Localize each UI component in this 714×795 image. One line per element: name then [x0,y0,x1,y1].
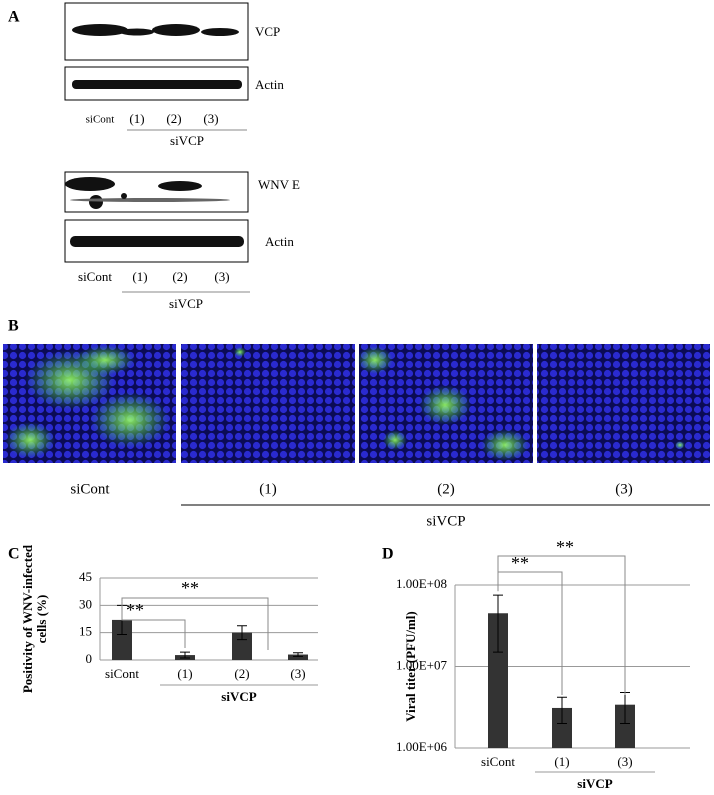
group-label: siVCP [221,689,256,704]
bracket [121,601,186,648]
bar [488,613,508,748]
x-tick-label: (3) [617,754,632,769]
lane-label: (2) [172,269,187,284]
lane-label: siCont [70,481,110,497]
blot-actin [64,219,249,263]
y-axis-label: cells (%) [34,595,49,644]
y-tick-label: 15 [79,624,92,639]
y-axis-label: Viral titer (PFU/ml) [403,611,418,721]
blot-vcp [64,2,249,61]
panel-label: C [8,546,20,563]
significance: ** [511,553,529,573]
significance: ** [126,600,144,620]
x-tick-label: (3) [290,666,305,681]
lane-label: siCont [86,114,115,126]
lane-label: (2) [166,111,181,126]
bar [288,654,308,660]
error-bar [180,651,190,659]
micrographs [3,344,710,463]
bracket [121,597,269,650]
band-label: Actin [265,234,294,249]
bar [112,619,132,660]
lane-label: (3) [214,269,229,284]
lane-label: siCont [78,269,112,284]
significance: ** [181,578,199,598]
y-tick-label: 0 [86,651,93,666]
lane-label: (2) [437,481,455,497]
x-tick-label: (1) [554,754,569,769]
bar [552,707,572,748]
lane-label: (3) [203,111,218,126]
panel-label: B [8,318,19,335]
x-tick-label: siCont [105,666,139,681]
y-tick-label: 45 [79,569,92,584]
x-tick-label: (1) [177,666,192,681]
group-label: siVCP [577,776,612,791]
significance: ** [556,537,574,557]
blot-wnv [64,171,249,213]
error-bar [557,696,567,724]
y-tick-label: 1.00E+07 [396,657,448,672]
lane-label: (1) [259,481,277,497]
y-tick-label: 1.00E+06 [396,739,448,754]
bar [615,704,635,748]
group-label: siVCP [169,296,203,311]
y-tick-label: 1.00E+08 [396,576,447,591]
y-axis-label: Positivity of WNV-infected [20,544,35,693]
lane-label: (1) [132,269,147,284]
lane-label: (1) [129,111,144,126]
error-bar [237,625,247,641]
bracket [497,571,563,695]
group-label: siVCP [170,133,204,148]
x-tick-label: (2) [234,666,249,681]
group-label: siVCP [426,513,465,529]
panel-label: D [382,546,394,563]
band-label: Actin [255,77,284,92]
error-bar [493,594,503,653]
panel-label: A [8,9,20,26]
band-label: VCP [255,24,280,39]
x-tick-label: siCont [481,754,515,769]
band-label: WNV E [258,177,300,192]
error-bar [293,652,303,657]
lane-label: (3) [615,481,633,497]
blot-actin [64,66,249,101]
y-tick-label: 30 [79,596,92,611]
